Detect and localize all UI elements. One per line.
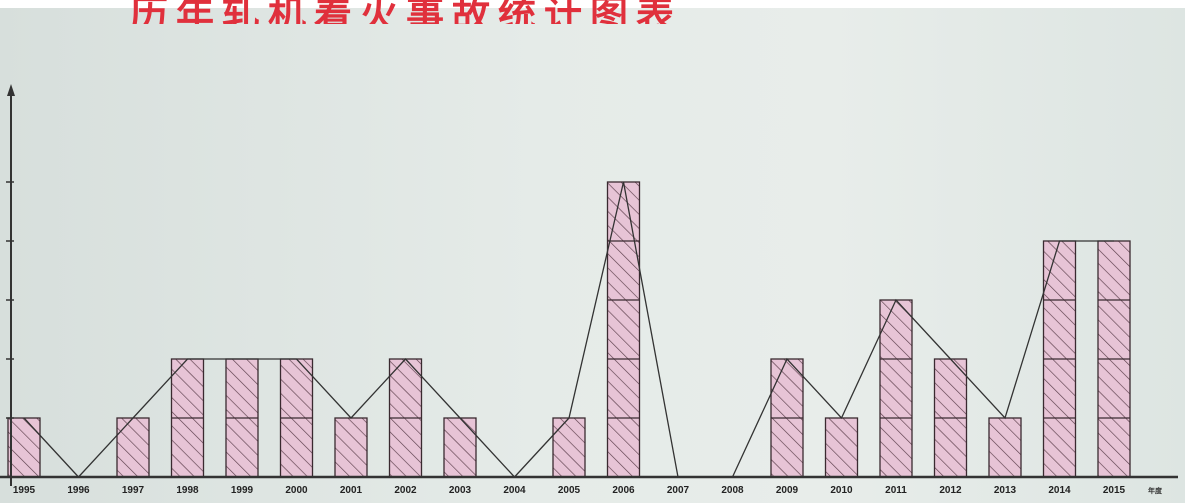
x-tick-label: 2010	[830, 485, 853, 496]
axes-group	[0, 84, 1178, 486]
y-axis-arrow	[7, 84, 15, 96]
x-tick-label: 2013	[994, 485, 1017, 496]
x-tick-label: 2012	[939, 485, 962, 496]
x-axis-unit-label: 年度	[1148, 486, 1163, 495]
x-tick-label: 2014	[1048, 485, 1071, 496]
x-tick-label: 2001	[340, 485, 363, 496]
bar-2010	[824, 417, 859, 478]
x-tick-label: 2000	[285, 485, 308, 496]
top-band	[0, 0, 1185, 8]
x-tick-label: 1999	[231, 485, 254, 496]
bar-2011	[879, 299, 913, 478]
bar-2006	[606, 181, 641, 478]
x-tick-label: 1995	[13, 485, 36, 496]
x-tick-label: 2002	[394, 485, 417, 496]
bars-group	[7, 181, 1131, 478]
bar-1997	[116, 417, 150, 478]
x-tick-label: 2009	[776, 485, 799, 496]
x-tick-label: 2011	[885, 485, 907, 496]
x-tick-label: 2005	[558, 485, 581, 496]
x-tick-label: 2007	[667, 485, 690, 496]
x-tick-label: 2008	[721, 485, 744, 496]
trend-line	[23, 181, 1114, 478]
bar-2001	[334, 417, 368, 478]
x-tick-label: 1998	[176, 485, 199, 496]
x-tick-label: 2004	[503, 485, 526, 496]
x-tick-label: 2006	[612, 485, 635, 496]
bar-2013	[988, 417, 1022, 478]
x-tick-label: 1996	[67, 485, 90, 496]
trend-group	[23, 181, 1114, 478]
bar-2003	[443, 417, 477, 478]
x-tick-label: 2003	[449, 485, 472, 496]
x-tick-label: 1997	[122, 485, 145, 496]
bar-1995	[7, 417, 41, 478]
x-tick-label: 2015	[1103, 485, 1126, 496]
labels-group: 1995 1996 1997 1998 1999 2000 2001 2002 2003 2004…	[13, 485, 1163, 496]
chart-title: 历年轧机着火事故统计图表	[130, 0, 683, 24]
bar-2005	[552, 417, 586, 478]
